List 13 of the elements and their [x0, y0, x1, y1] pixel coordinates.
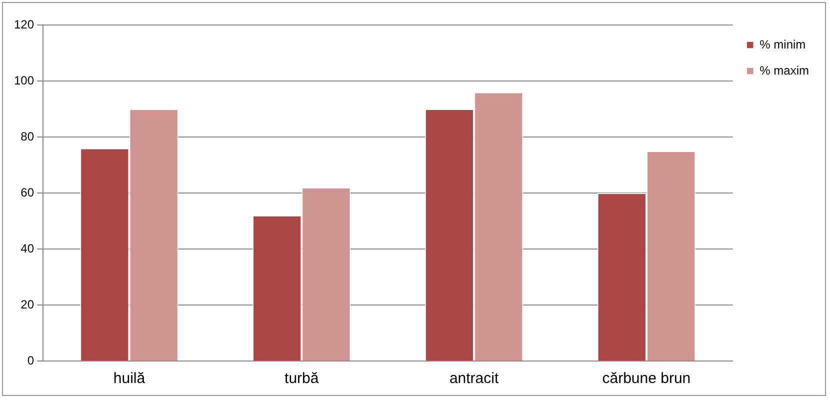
x-tick-label: antracit	[449, 370, 500, 388]
y-tick-label: 60	[20, 185, 34, 200]
y-tick-label: 80	[20, 129, 34, 144]
x-tick-label: cărbune brun	[602, 370, 691, 388]
y-tick-label: 20	[20, 297, 34, 312]
x-tick-label: huilă	[113, 370, 146, 388]
y-tick-label: 100	[14, 73, 34, 88]
legend-label: % minim	[760, 37, 806, 52]
y-tick-label: 0	[27, 353, 34, 368]
y-tick-label: 120	[14, 17, 34, 32]
x-tick-label: turbă	[284, 370, 320, 388]
legend-label: % maxim	[760, 63, 810, 78]
y-tick-label: 40	[20, 241, 34, 256]
